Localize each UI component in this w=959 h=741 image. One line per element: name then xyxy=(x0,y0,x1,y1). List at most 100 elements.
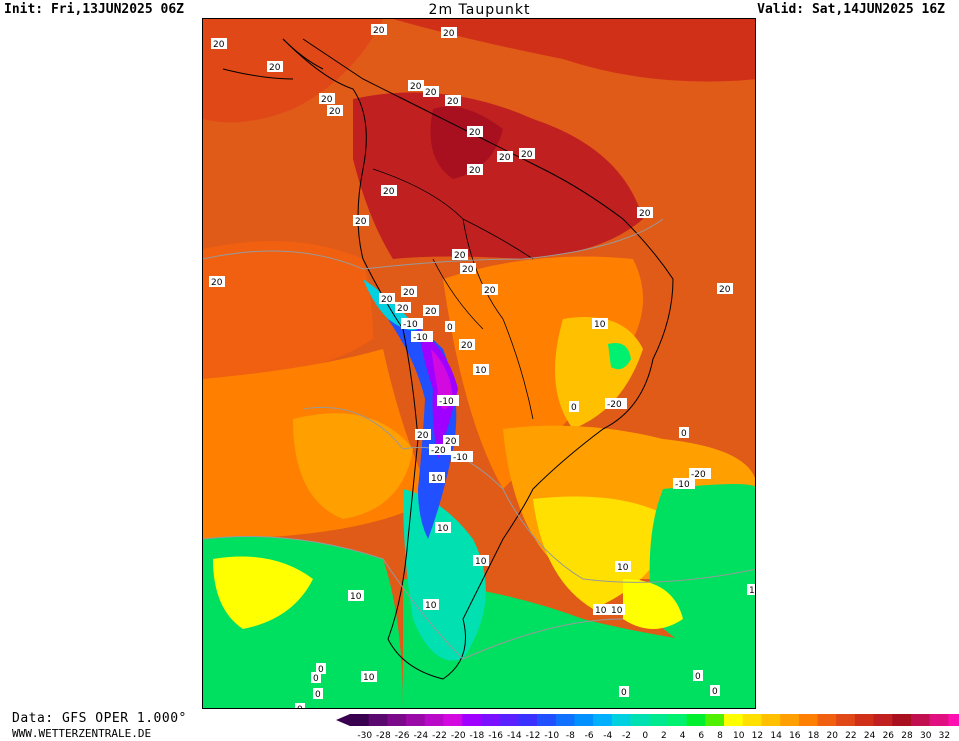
field-andes-magenta xyxy=(431,349,453,409)
contour-label-bg xyxy=(615,561,631,572)
contour-label: 10 xyxy=(749,586,756,596)
color-scale-tick: -6 xyxy=(585,731,594,741)
contour-label-bg xyxy=(451,451,473,462)
contour-label-bg xyxy=(467,164,483,175)
contour-label-bg xyxy=(569,401,579,412)
contour-label-bg xyxy=(717,283,733,294)
contour-0 xyxy=(203,536,624,660)
contour-label-bg xyxy=(473,555,489,566)
color-scale-tick: -30 xyxy=(357,731,372,741)
color-scale-tick: -24 xyxy=(413,731,428,741)
contour-label: 20 xyxy=(425,88,437,98)
contour-label: 20 xyxy=(403,288,415,298)
contour-label: 0 xyxy=(447,323,453,333)
color-scale-swatch xyxy=(836,714,856,726)
color-scale-tick: 20 xyxy=(826,731,838,741)
color-scale-tick: 22 xyxy=(845,731,856,741)
contour-label-bg xyxy=(429,472,445,483)
color-scale-swatch xyxy=(462,714,482,726)
color-scale-swatch xyxy=(593,714,613,726)
contour-label: -20 xyxy=(691,470,706,480)
contour-label: 0 xyxy=(313,674,319,684)
color-scale-tick: 6 xyxy=(698,731,704,741)
contour-label: 20 xyxy=(213,40,225,50)
contour-label-bg xyxy=(423,86,439,97)
contour-label: 20 xyxy=(321,95,333,105)
central-america-coastline xyxy=(222,38,324,80)
contour-label: 0 xyxy=(315,690,321,700)
contour-label-bg xyxy=(401,318,423,329)
contour-label-bg xyxy=(593,604,609,615)
color-scale-tick: -8 xyxy=(566,731,575,741)
contour-label-bg xyxy=(267,61,283,72)
color-scale-tick: -18 xyxy=(470,731,485,741)
color-scale-swatch xyxy=(424,714,444,726)
color-scale-swatch xyxy=(630,714,650,726)
contour-label: 10 xyxy=(594,320,606,330)
contour-label-bg xyxy=(348,590,364,601)
field-amazon xyxy=(353,92,643,259)
color-scale-swatch xyxy=(724,714,744,726)
color-scale-tick: -28 xyxy=(376,731,391,741)
color-scale-swatch xyxy=(667,714,688,726)
contour-label: 0 xyxy=(681,429,687,439)
contour-label-bg xyxy=(381,185,397,196)
color-scale-swatch xyxy=(537,714,557,726)
contour-label-bg xyxy=(747,584,755,595)
color-scale-swatch xyxy=(649,714,669,726)
color-scale-tick: 0 xyxy=(642,731,648,741)
contour-label-bg xyxy=(401,286,417,297)
contour-label-bg xyxy=(353,215,369,226)
contour-label: 20 xyxy=(469,166,481,176)
contour-label: 0 xyxy=(695,672,701,682)
color-scale-swatch xyxy=(686,714,706,726)
contour-label-bg xyxy=(316,663,326,674)
contour-label-bg xyxy=(435,522,451,533)
contour-label: 20 xyxy=(469,128,481,138)
contour-label: 20 xyxy=(462,265,474,275)
color-scale-tick: 2 xyxy=(661,731,667,741)
contour-label-bg xyxy=(609,604,625,615)
contour-label-bg xyxy=(497,151,513,162)
contour-label: 10 xyxy=(475,557,487,567)
color-scale-swatch xyxy=(948,714,959,726)
contour-label: 0 xyxy=(712,687,718,697)
contour-label-bg xyxy=(311,672,321,683)
contour-label: 0 xyxy=(621,688,627,698)
contour-label-bg xyxy=(619,686,629,697)
field-pacific-warm xyxy=(293,413,413,519)
color-scale-swatch xyxy=(798,714,818,726)
contour-label-bg xyxy=(429,444,451,455)
contour-label: 0 xyxy=(571,403,577,413)
contour-label-bg xyxy=(473,364,489,375)
color-scale-tick: -12 xyxy=(526,731,541,741)
color-scale-tick: 28 xyxy=(901,731,913,741)
contour-label-bg xyxy=(415,429,431,440)
contour-label-bg xyxy=(441,27,457,38)
contour-label-bg xyxy=(467,126,483,137)
color-scale-swatch xyxy=(443,714,463,726)
contour-label: 0 xyxy=(297,705,303,709)
contour-label: 20 xyxy=(461,341,473,351)
contour-label-bg xyxy=(459,339,475,350)
color-scale-swatch xyxy=(873,714,893,726)
contour-label-bg xyxy=(379,293,395,304)
map-title: 2m Taupunkt xyxy=(428,2,531,18)
color-scale-swatch xyxy=(817,714,837,726)
contour-label: -10 xyxy=(453,453,468,463)
contour-label-bg xyxy=(689,468,711,479)
color-scale-tick: 12 xyxy=(752,731,763,741)
field-amazon-core xyxy=(430,106,503,179)
contour-label: -10 xyxy=(439,397,454,407)
contour-label: 20 xyxy=(484,286,496,296)
color-scale-swatch xyxy=(518,714,538,726)
field-pacific-nw xyxy=(203,19,383,123)
contour-label-bg xyxy=(605,398,627,409)
color-scale-tick: 30 xyxy=(920,731,932,741)
contour-label-bg xyxy=(371,24,387,35)
contour-label: 20 xyxy=(355,217,367,227)
color-scale-swatch xyxy=(780,714,800,726)
color-scale-tick: -2 xyxy=(622,731,631,741)
color-scale-arrow-low xyxy=(336,714,350,726)
